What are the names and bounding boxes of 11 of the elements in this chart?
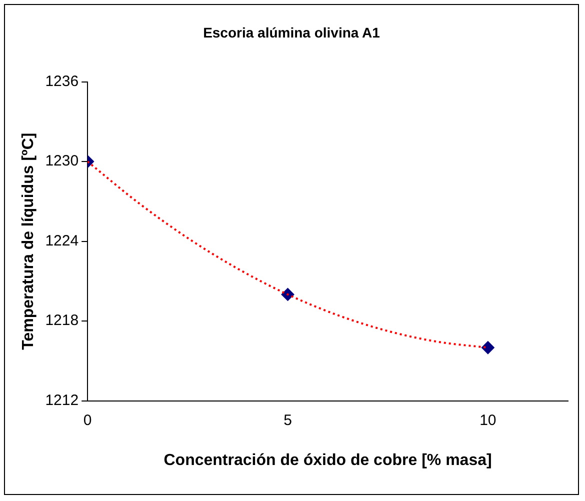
y-tick-label: 1230 — [45, 152, 79, 170]
x-tick-label: 0 — [83, 412, 92, 429]
chart-title: Escoria alúmina olivina A1 — [203, 24, 380, 40]
y-tick-label: 1224 — [45, 232, 79, 250]
x-tick-label: 10 — [480, 412, 496, 429]
x-axis-title: Concentración de óxido de cobre [% masa] — [164, 452, 492, 469]
y-tick-label: 1218 — [45, 312, 79, 330]
x-tick-label: 5 — [284, 412, 292, 429]
y-tick-label: 1212 — [45, 392, 79, 409]
y-axis-title: Temperatura de líquidus [ºC] — [20, 132, 38, 350]
y-tick-label: 1236 — [45, 72, 79, 90]
